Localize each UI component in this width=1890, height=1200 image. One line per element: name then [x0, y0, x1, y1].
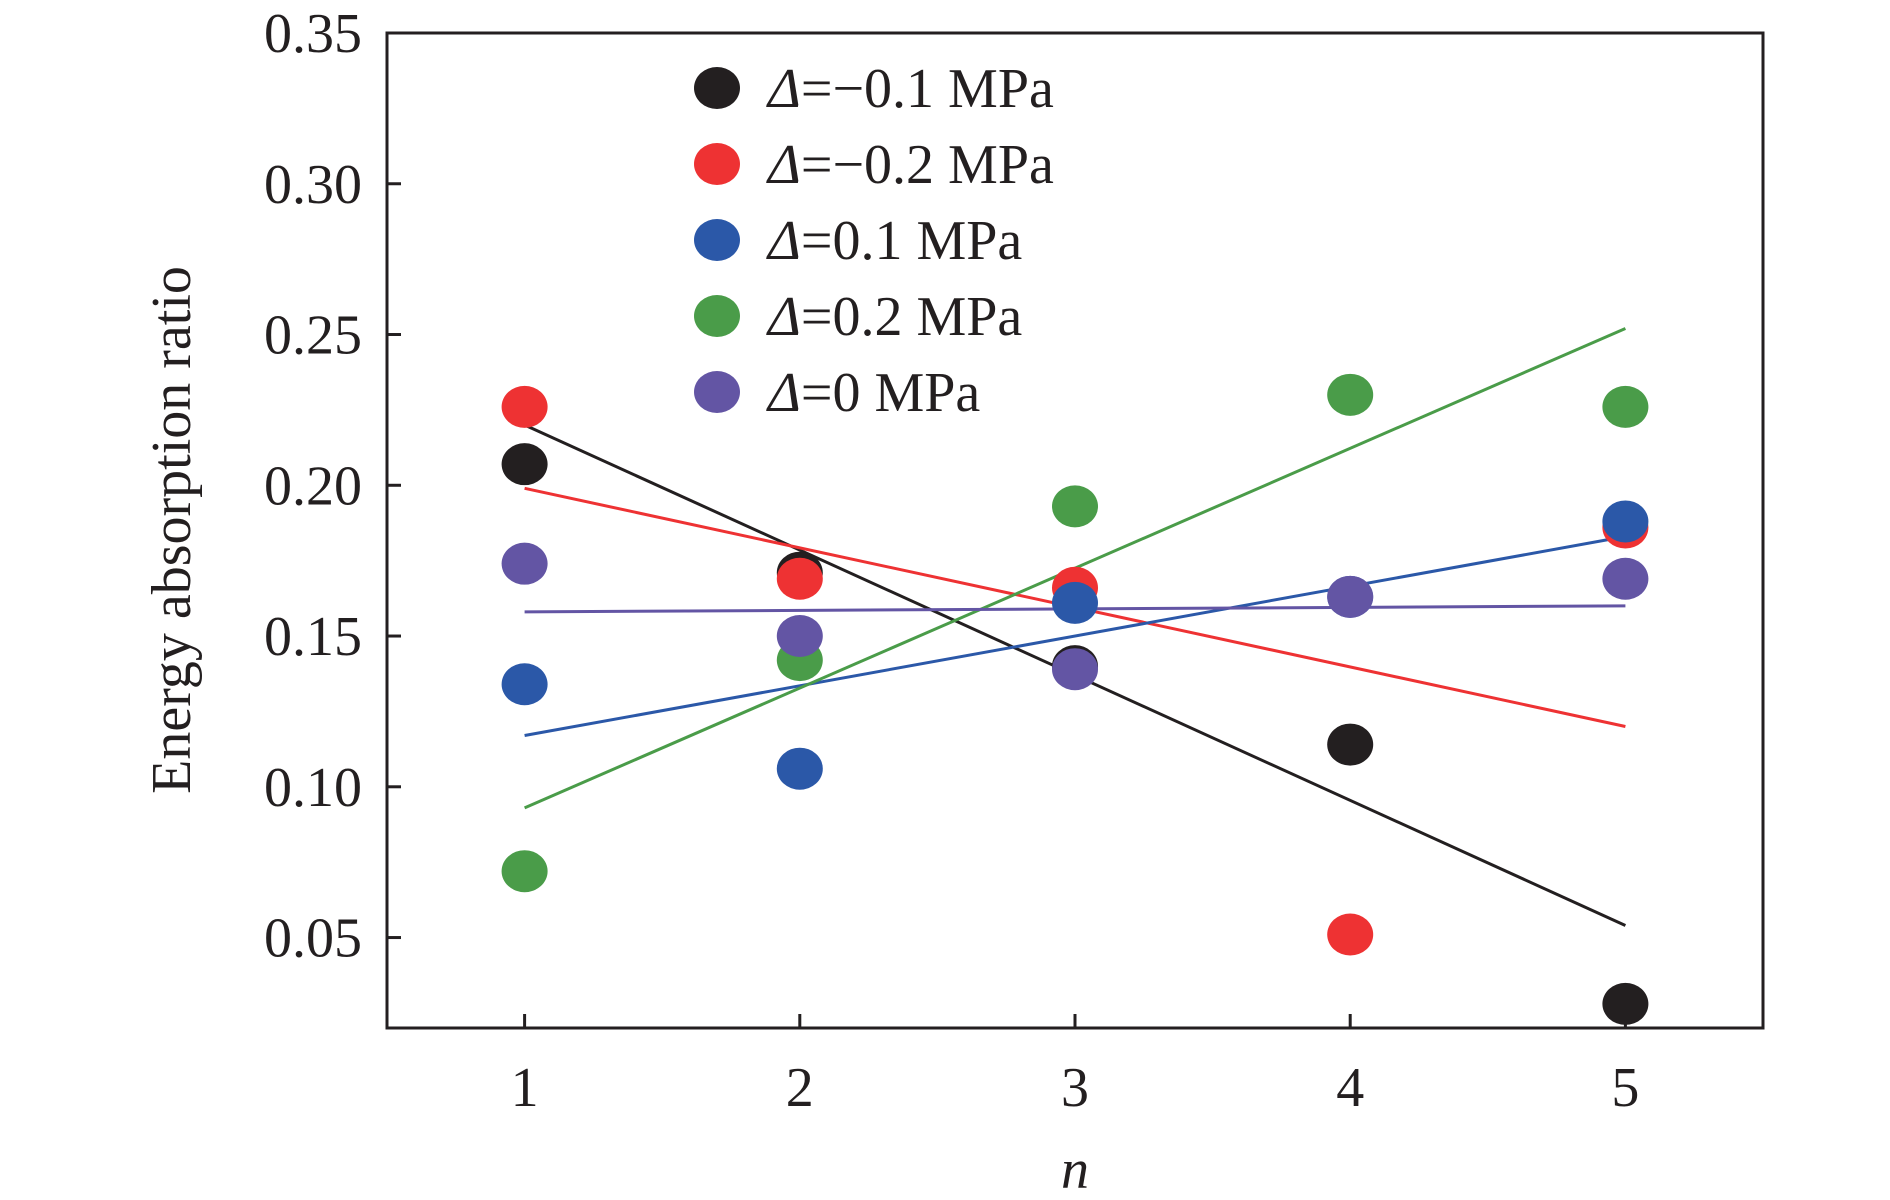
y-tick-label: 0.15 [264, 606, 362, 668]
data-point [1602, 500, 1649, 543]
x-tick-label: 5 [1611, 1057, 1639, 1119]
plot-frame [385, 31, 1765, 1030]
legend-marker [694, 143, 740, 185]
legend-label: Δ=−0.1 MPa [766, 58, 1054, 120]
data-point [1602, 982, 1649, 1025]
y-tick-label: 0.20 [264, 455, 362, 517]
data-point [1327, 373, 1374, 416]
data-point [1327, 913, 1374, 956]
data-points [501, 373, 1649, 1025]
legend: Δ=−0.1 MPa Δ=−0.2 MPa Δ=0.1 MPa Δ=0.2 MPa Δ=… [694, 58, 1054, 424]
trend-lines [523, 327, 1627, 927]
legend-marker [694, 371, 740, 413]
y-tick-label: 0.35 [264, 3, 362, 65]
data-point [1602, 557, 1649, 600]
data-point [501, 443, 548, 486]
data-point [776, 615, 823, 658]
legend-label: Δ=0.2 MPa [766, 286, 1022, 348]
x-axis-ticks: 1 2 3 4 5 [511, 1014, 1639, 1119]
legend-label: Δ=−0.2 MPa [766, 134, 1054, 196]
x-axis-label: n [1061, 1139, 1089, 1200]
y-axis-label: Energy absorption ratio [141, 266, 203, 794]
data-point [501, 850, 548, 893]
data-point [501, 385, 548, 428]
data-point [776, 557, 823, 600]
legend-marker [694, 67, 740, 109]
y-axis-ticks: 0.05 0.10 0.15 0.20 0.25 0.30 0.35 [264, 3, 401, 970]
data-point [1052, 581, 1098, 624]
data-point [776, 747, 823, 790]
data-point [1052, 648, 1098, 691]
x-tick-label: 2 [786, 1057, 814, 1119]
x-tick-label: 1 [511, 1057, 539, 1119]
data-point [1052, 485, 1098, 528]
legend-marker [694, 295, 740, 337]
data-point [501, 542, 548, 585]
legend-label: Δ=0 MPa [766, 362, 980, 424]
y-tick-label: 0.25 [264, 305, 362, 367]
data-point [1327, 575, 1374, 618]
y-tick-label: 0.10 [264, 757, 362, 819]
y-tick-label: 0.30 [264, 154, 362, 216]
legend-marker [694, 219, 740, 261]
legend-label: Δ=0.1 MPa [766, 210, 1022, 272]
data-point [1327, 723, 1374, 766]
data-point [1602, 385, 1649, 428]
x-tick-label: 3 [1061, 1057, 1089, 1119]
x-tick-label: 4 [1336, 1057, 1364, 1119]
data-point [501, 663, 548, 706]
y-tick-label: 0.05 [264, 908, 362, 970]
trend-line [524, 535, 1626, 738]
